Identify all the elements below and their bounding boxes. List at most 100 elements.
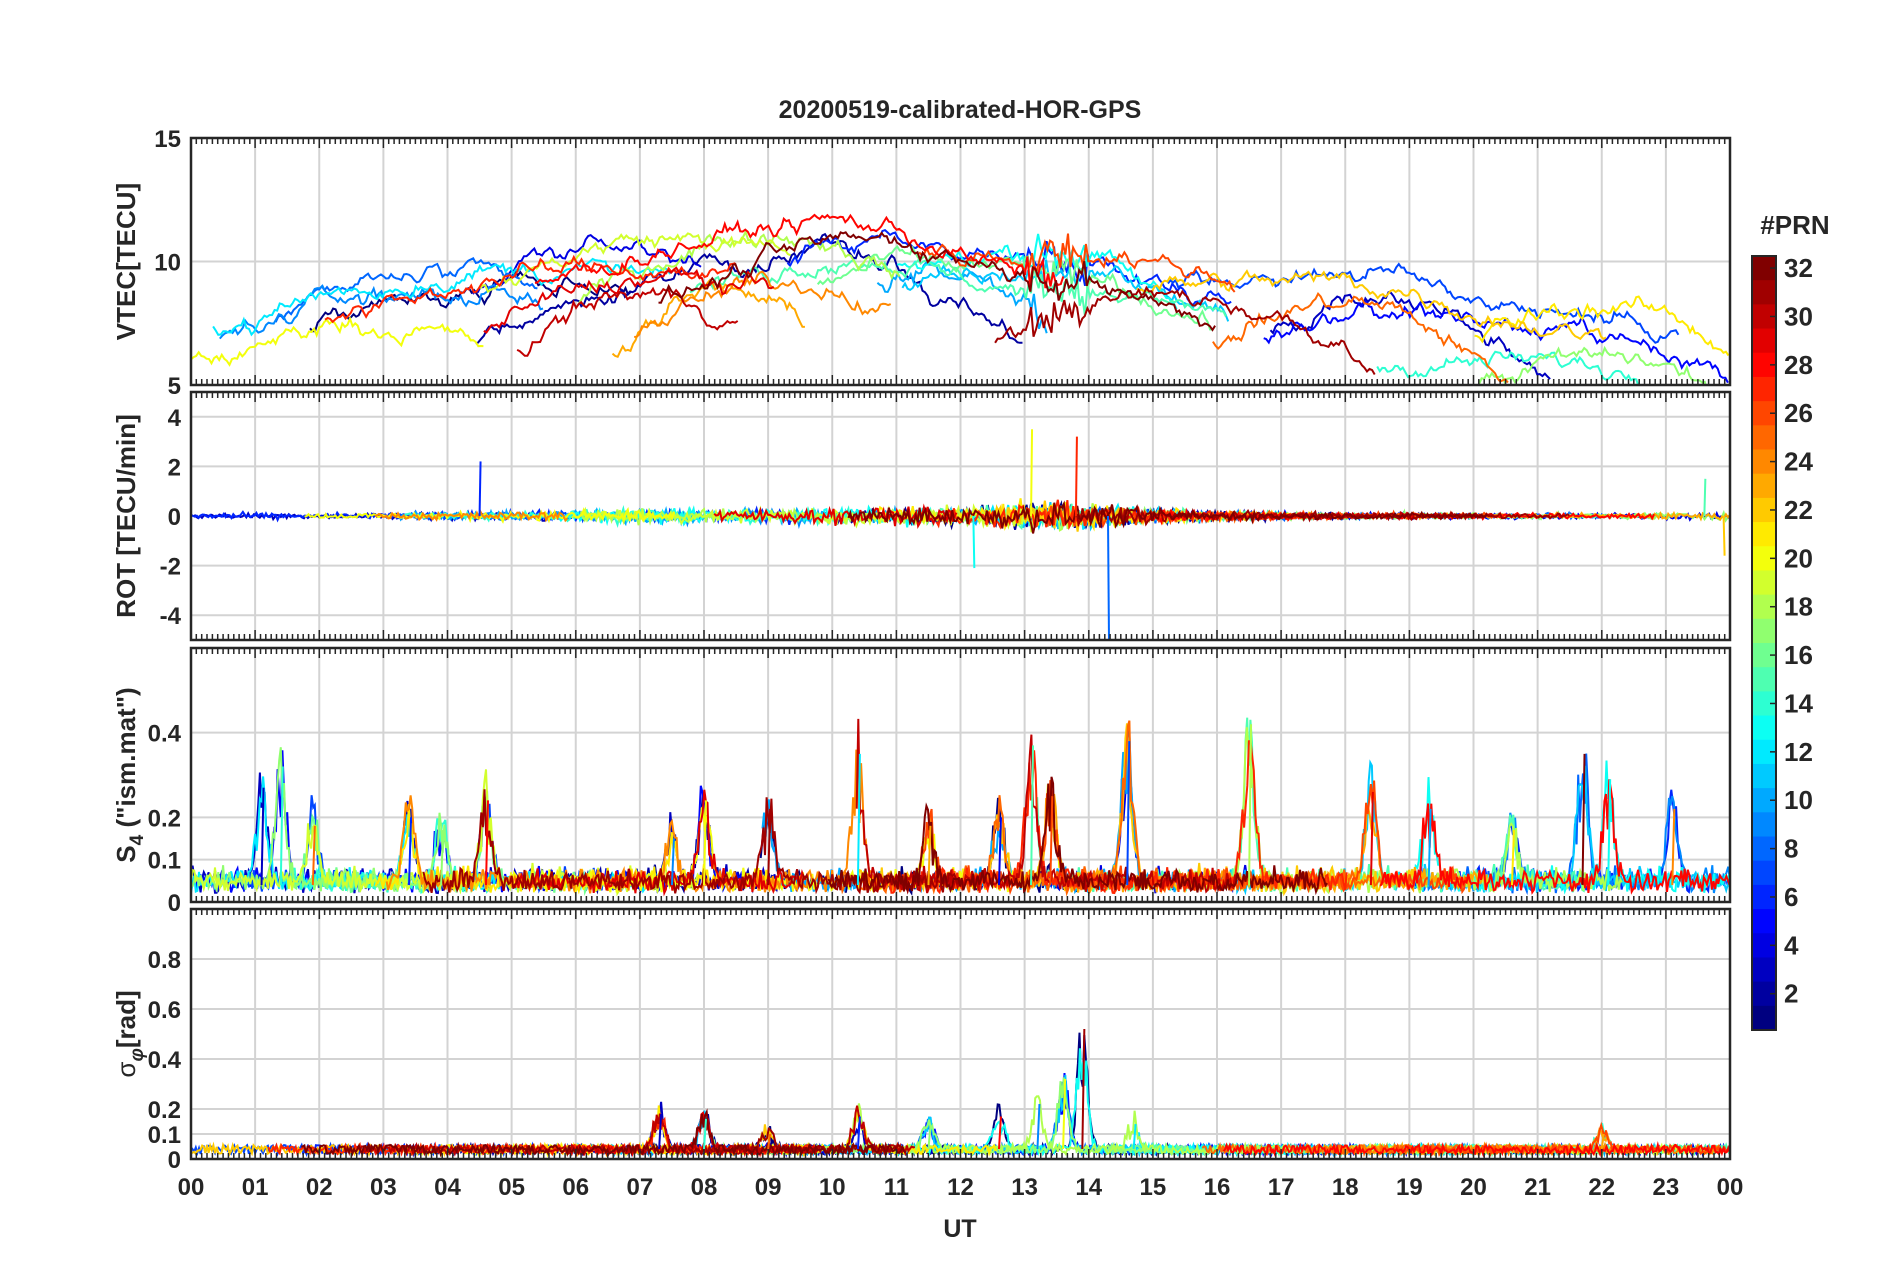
y-tick-label: 2: [168, 454, 181, 481]
peak-mark: [856, 1116, 861, 1150]
peak-mark: [767, 1133, 772, 1150]
x-tick-label: 00: [178, 1174, 205, 1201]
y-tick-label: 0: [168, 1147, 181, 1174]
s4-line-prn-19: [191, 769, 705, 897]
x-tick-label: 14: [1075, 1174, 1102, 1201]
y-axis-label: S4 ("ism.mat"): [111, 687, 148, 862]
vtec-line-prn-4: [471, 233, 702, 295]
panel-vtec: 5 10 15 VTEC[TECU]: [111, 126, 1732, 400]
colorbar-swatch: [1752, 957, 1776, 983]
y-axis-label: ROT [TECU/min]: [111, 414, 141, 618]
vtec-line-prn-28: [534, 213, 1065, 289]
colorbar-swatch: [1752, 425, 1776, 451]
peak-mark: [856, 753, 861, 886]
rot-line-prn-20: [304, 506, 675, 524]
panel-sigma-phi: 00.10.2 0.4 0.6 0.8σφ[rad]: [111, 907, 1732, 1174]
series-group: [191, 213, 1730, 385]
y-tick-label: 0.4: [148, 721, 182, 748]
x-tick-label: 00: [1717, 1174, 1744, 1201]
colorbar-tick-label: 2: [1784, 979, 1798, 1009]
colorbar-tick-label: 8: [1784, 834, 1798, 864]
x-minor-ticks: [190, 909, 1731, 1159]
peak-mark: [1427, 808, 1432, 886]
vtec-line-prn-1: [309, 268, 632, 333]
vtec-line-prn-22: [1136, 269, 1607, 341]
x-tick-label: 07: [627, 1174, 654, 1201]
peak-mark: [311, 825, 316, 886]
y-tick-label: -4: [160, 603, 182, 630]
peak-mark: [1248, 724, 1253, 886]
x-tick-label: 11: [884, 1174, 909, 1201]
peak-mark: [408, 817, 413, 886]
x-tick-label: 06: [562, 1174, 589, 1201]
rot-spike: [1703, 478, 1707, 517]
peak-mark: [1671, 808, 1676, 886]
rot-spike: [1030, 429, 1034, 517]
sigma-line-prn-28: [1222, 1141, 1730, 1158]
peak-mark: [927, 1126, 932, 1150]
y-tick-label: 0: [168, 890, 181, 917]
colorbar-swatch: [1752, 376, 1776, 402]
x-tick-label: 10: [819, 1174, 846, 1201]
colorbar-swatch: [1752, 715, 1776, 741]
x-minor-ticks: [190, 648, 1731, 902]
peak-mark: [1049, 796, 1054, 886]
y-tick-label: 4: [168, 405, 182, 432]
peak-mark: [1510, 829, 1515, 886]
y-tick-label: 10: [154, 250, 181, 277]
colorbar-tick-label: 12: [1784, 737, 1813, 767]
colorbar-swatch: [1752, 618, 1776, 644]
colorbar-swatch: [1752, 473, 1776, 499]
vtec-line-prn-8: [274, 256, 538, 323]
x-tick-label: 02: [306, 1174, 333, 1201]
colorbar-tick-label: 26: [1784, 398, 1813, 428]
x-minor-ticks: [190, 138, 1731, 385]
x-tick-label: 17: [1268, 1174, 1295, 1201]
y-tick-label: 0.4: [148, 1047, 182, 1074]
colorbar-title: #PRN: [1760, 210, 1829, 240]
vtec-line-prn-26: [918, 233, 1236, 293]
x-tick-label: 22: [1588, 1174, 1615, 1201]
colorbar-tick-label: 28: [1784, 350, 1813, 380]
x-tick-label: 05: [498, 1174, 525, 1201]
panel-rot: -4 -2 0 2 4 ROT [TECU/min]: [111, 390, 1732, 642]
x-tick-label: 23: [1653, 1174, 1680, 1201]
y-tick-label: 0.2: [148, 805, 181, 832]
x-tick-label: 20: [1460, 1174, 1487, 1201]
s4-line-prn-32: [827, 776, 1329, 896]
peak-mark: [1030, 745, 1035, 886]
vtec-line-prn-23: [611, 278, 805, 359]
x-tick-label: 03: [370, 1174, 397, 1201]
series-group: [191, 1028, 1730, 1158]
x-tick-label: 15: [1140, 1174, 1167, 1201]
x-minor-ticks: [190, 392, 1731, 640]
x-tick-label: 18: [1332, 1174, 1359, 1201]
peak-mark: [703, 800, 707, 886]
vtec-line-prn-25: [1212, 291, 1509, 384]
colorbar-swatch: [1752, 667, 1776, 692]
y-tick-label: -2: [160, 554, 181, 581]
y-tick-label: 15: [154, 126, 181, 153]
vtec-line-prn-11: [901, 259, 1230, 322]
colorbar-tick-label: 22: [1784, 495, 1813, 525]
peak-mark: [997, 1116, 1002, 1150]
x-tick-label: 13: [1011, 1174, 1038, 1201]
peak-mark: [1081, 1028, 1086, 1150]
peak-mark: [440, 829, 445, 886]
s4-line-prn-10: [761, 737, 1248, 895]
sigma-line-prn-8: [785, 1080, 1423, 1158]
peak-mark: [1036, 1103, 1041, 1150]
peak-mark: [1369, 791, 1374, 886]
series-group: [191, 429, 1730, 640]
y-tick-label: 0.1: [148, 848, 181, 875]
peak-mark: [658, 1113, 663, 1150]
x-tick-label: 09: [755, 1174, 782, 1201]
colorbar-swatch: [1752, 812, 1776, 838]
x-tick-label: 08: [691, 1174, 718, 1201]
vtec-line-prn-16: [816, 244, 1213, 331]
vtec-line-prn-9: [219, 283, 544, 340]
vtec-line-prn-2: [475, 232, 1023, 346]
peak-mark: [1062, 1078, 1067, 1150]
